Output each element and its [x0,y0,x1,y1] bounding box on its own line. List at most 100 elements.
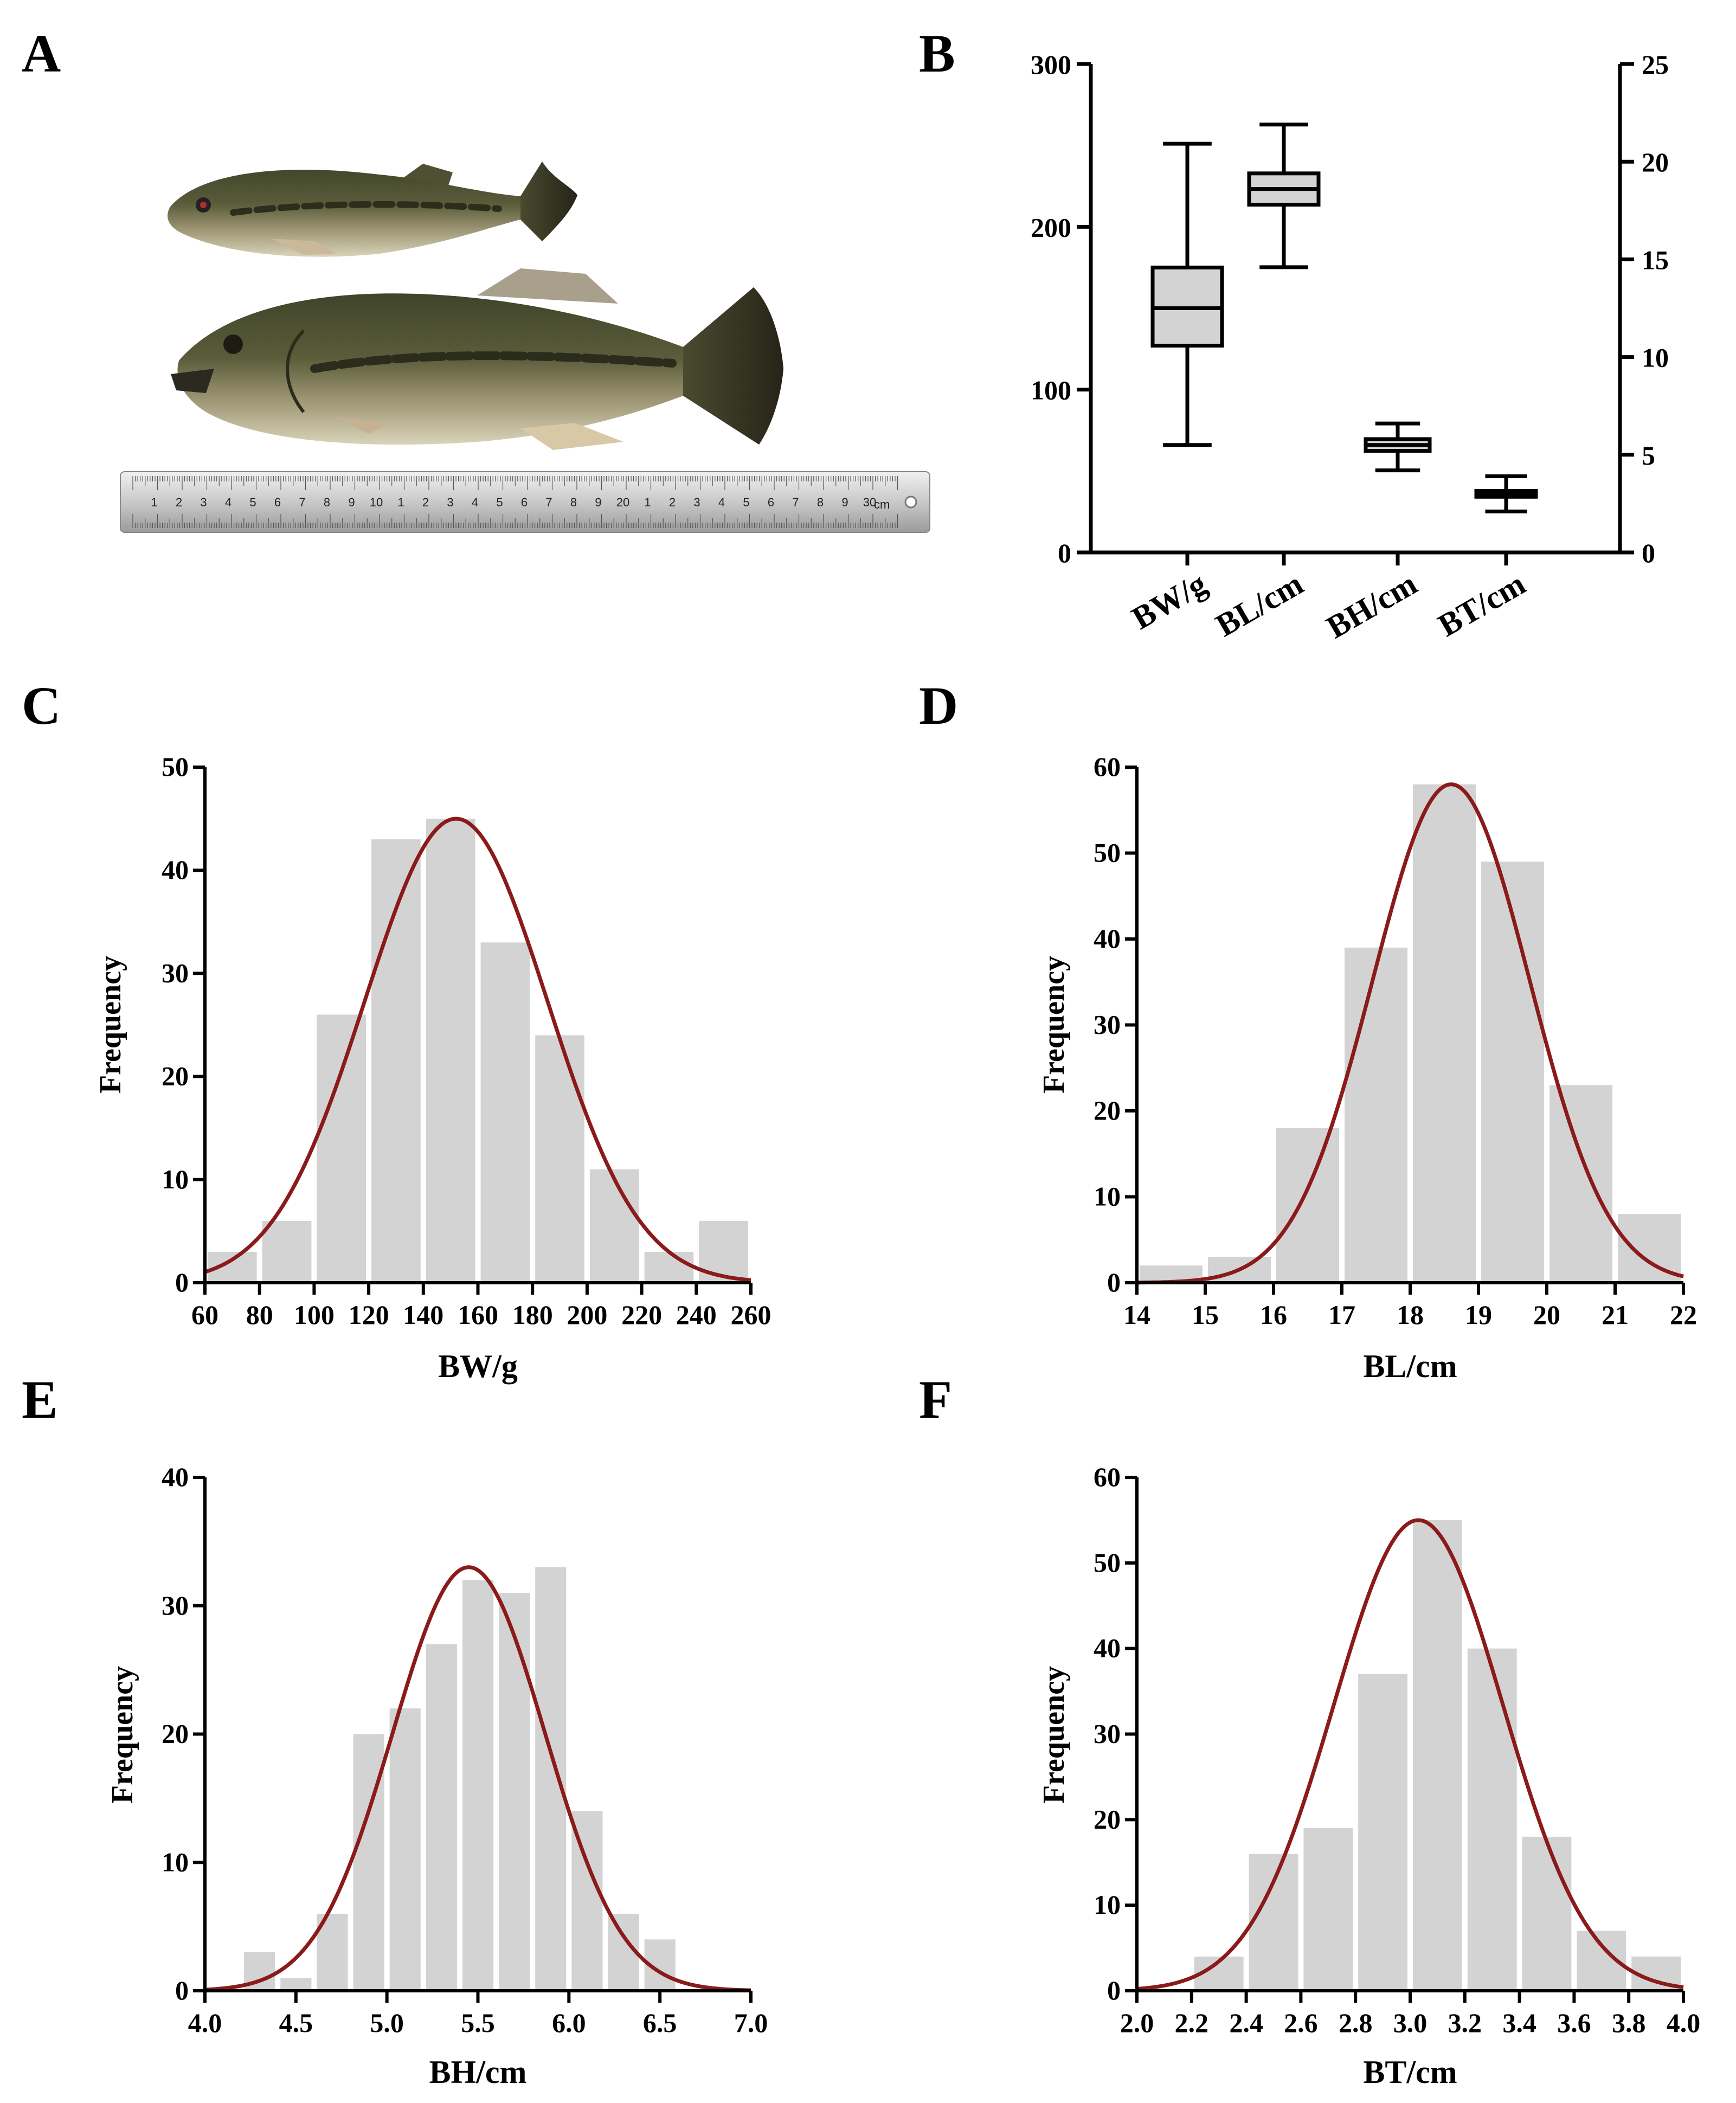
right-y-tick-label: 10 [1642,343,1669,373]
y-tick-label: 50 [1094,838,1121,868]
right-y-tick-label: 0 [1642,538,1655,568]
x-tick-label: 2.2 [1175,2008,1209,2038]
x-tick-label: 180 [512,1300,553,1330]
x-tick-label: 220 [621,1300,662,1330]
x-tick-label: 120 [349,1300,389,1330]
y-tick-label: 30 [162,1590,189,1620]
panel-letter-f: F [919,1369,952,1430]
x-tick-label: 80 [246,1300,273,1330]
x-tick-label: 60 [191,1300,218,1330]
y-tick-label: 10 [1094,1181,1121,1212]
panel-d-histogram: 0 10 20 30 40 50 60 14 15 16 17 18 19 20 21 22 BL/cm Freq… [1037,751,1697,1384]
y-tick-label: 40 [162,854,189,885]
ruler-number: 3 [200,496,207,509]
ruler-number: 30 [863,496,876,509]
histogram-bar [462,1580,494,1991]
x-tick-label: 2.8 [1339,2008,1373,2038]
normal-fit-curve [1137,782,1684,1285]
x-category-label: BW/g [1126,565,1212,636]
right-y-tick-label: 15 [1642,245,1669,275]
ruler-number: 9 [348,496,355,509]
panel-letter-c: C [22,676,61,736]
ruler-number: 4 [225,496,232,509]
histogram-bar [1276,1128,1339,1283]
normal-fit-curve [1136,1518,1684,1991]
ruler-number: 5 [249,496,256,509]
y-tick-label: 0 [1107,1975,1121,2005]
y-axis-title: Frequency [1037,1666,1071,1804]
histogram-bar [426,819,475,1283]
x-tick-label: 2.0 [1120,2008,1154,2038]
histogram-bar [1522,1836,1572,1991]
ruler-number: 2 [176,496,182,509]
ruler-ticks [132,476,898,528]
histogram-bar [262,1220,312,1283]
y-tick-label: 10 [1094,1889,1121,1920]
histogram-bar [1481,861,1544,1283]
y-axis-title: Frequency [1037,956,1071,1094]
ruler-number: 6 [521,496,528,509]
y-tick-label: 20 [162,1719,189,1749]
ruler-number: 4 [472,496,478,509]
x-tick-label: 6.5 [643,2008,677,2038]
x-tick-label: 140 [403,1300,443,1330]
y-tick-label: 10 [162,1847,189,1877]
x-axis-title: BW/g [438,1348,518,1384]
x-tick-label: 5.0 [370,2008,404,2038]
y-tick-label: 40 [1094,1633,1121,1663]
ruler-number: 10 [370,496,383,509]
ruler-numbers: 1 2 3 4 5 6 7 8 9 10 1 2 3 4 5 6 7 8 9 20 1 2 3 4 5 6 7 8 9 30 [151,496,876,509]
left-y-tick-label: 300 [1031,49,1071,80]
x-tick-label: 160 [458,1300,498,1330]
panel-f-histogram: 0 10 20 30 40 50 60 2.0 2.2 2.4 2.6 2.8 3.0 3.2 3.4 3.6… [1037,1462,1700,2090]
y-tick-label: 60 [1094,751,1121,782]
ruler-image: 1 2 3 4 5 6 7 8 9 10 1 2 3 4 5 6 7 8 9 20 1 2 3 4 5 6 7 8 9 30 cm [120,471,930,533]
ruler-number: 9 [841,496,848,509]
ruler-number: 7 [545,496,552,509]
x-tick-label: 260 [731,1300,771,1330]
ruler-number: 3 [693,496,700,509]
y-tick-label: 40 [162,1462,189,1492]
y-tick-label: 30 [1094,1009,1121,1040]
panel-letter-a: A [22,23,61,83]
x-tick-label: 18 [1397,1300,1424,1330]
histogram-bar [389,1708,421,1991]
y-tick-label: 50 [1094,1547,1121,1578]
x-tick-label: 19 [1465,1300,1492,1330]
ruler-number: 6 [768,496,774,509]
panel-letter-b: B [919,23,955,83]
right-y-tick-label: 25 [1642,49,1669,80]
y-tick-label: 0 [1107,1267,1121,1297]
ruler-number: 9 [595,496,601,509]
x-tick-label: 20 [1533,1300,1560,1330]
right-y-tick-label: 5 [1642,440,1655,471]
small-fish-image [168,162,577,257]
histogram-bar [280,1978,312,1991]
y-tick-label: 20 [1094,1095,1121,1126]
histogram-bar [1467,1648,1517,1991]
x-tick-label: 3.4 [1502,2008,1536,2038]
ruler-number: 4 [718,496,725,509]
x-tick-label: 3.0 [1393,2008,1428,2038]
histogram-bar [1413,784,1476,1283]
x-tick-label: 7.0 [734,2008,768,2038]
y-tick-label: 30 [1094,1719,1121,1749]
panel-b-boxplot: 0 100 200 300 0 5 10 15 20 25 BW/gBL/cm BH/cm BT/cm [1031,49,1669,645]
x-tick-label: 17 [1328,1300,1355,1330]
ruler-number: 2 [669,496,676,509]
histogram-bar [535,1035,584,1283]
x-tick-label: 4.0 [1667,2008,1701,2038]
ruler-number: 5 [743,496,749,509]
histogram-bar [499,1593,530,1991]
x-tick-label: 4.5 [279,2008,313,2038]
y-axis-title: Frequency [106,1666,139,1804]
histogram-bar [317,1014,367,1283]
x-category-label: BH/cm [1321,565,1423,645]
x-tick-label: 5.5 [461,2008,495,2038]
y-tick-label: 30 [162,957,189,988]
x-tick-label: 6.0 [552,2008,586,2038]
y-tick-label: 40 [1094,923,1121,954]
histogram-bar [589,1169,639,1283]
x-axis-title: BH/cm [429,2054,527,2090]
histogram-bar [1345,947,1407,1283]
